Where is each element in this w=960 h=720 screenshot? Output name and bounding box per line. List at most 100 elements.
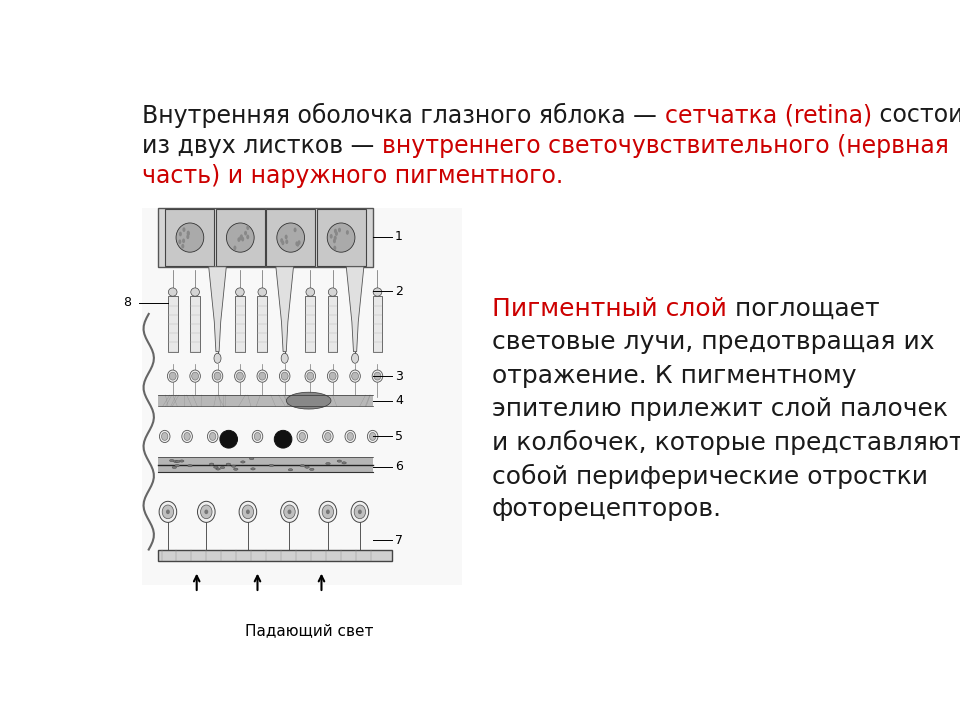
Bar — [168, 297, 178, 351]
Ellipse shape — [170, 459, 174, 462]
Text: Внутренняя оболочка глазного яблока —: Внутренняя оболочка глазного яблока — — [142, 103, 664, 128]
Bar — [158, 549, 392, 561]
Text: поглощает: поглощает — [727, 297, 879, 321]
Ellipse shape — [351, 354, 359, 364]
Ellipse shape — [269, 464, 274, 467]
Ellipse shape — [259, 372, 266, 380]
Bar — [158, 457, 372, 472]
Ellipse shape — [201, 505, 212, 518]
Ellipse shape — [281, 240, 284, 246]
Ellipse shape — [159, 431, 170, 443]
Ellipse shape — [254, 433, 261, 441]
Bar — [142, 208, 463, 585]
Ellipse shape — [182, 238, 185, 243]
Ellipse shape — [280, 238, 283, 243]
Ellipse shape — [233, 246, 236, 251]
Ellipse shape — [323, 431, 333, 443]
Ellipse shape — [172, 467, 177, 469]
Ellipse shape — [198, 501, 215, 523]
Ellipse shape — [214, 372, 221, 380]
Ellipse shape — [284, 505, 296, 518]
Ellipse shape — [342, 462, 347, 464]
Text: внутреннего светочувствительного (нервная: внутреннего светочувствительного (нервна… — [382, 133, 948, 158]
Text: 3: 3 — [396, 369, 403, 382]
Bar — [317, 210, 366, 266]
Ellipse shape — [246, 510, 250, 514]
Ellipse shape — [169, 372, 176, 380]
Ellipse shape — [349, 370, 360, 382]
Ellipse shape — [231, 465, 236, 467]
Ellipse shape — [327, 370, 338, 382]
Ellipse shape — [188, 464, 192, 467]
Ellipse shape — [275, 431, 292, 448]
Ellipse shape — [324, 433, 331, 441]
Ellipse shape — [167, 370, 178, 382]
Ellipse shape — [368, 431, 378, 443]
Ellipse shape — [334, 229, 337, 233]
Text: 6: 6 — [396, 460, 403, 473]
Text: отражение. К пигментному: отражение. К пигментному — [492, 364, 856, 387]
Ellipse shape — [179, 240, 181, 244]
Ellipse shape — [184, 433, 190, 441]
Bar — [190, 297, 200, 351]
Ellipse shape — [246, 235, 250, 239]
Text: Пигментный слой: Пигментный слой — [492, 297, 727, 321]
Ellipse shape — [209, 463, 214, 465]
Ellipse shape — [346, 230, 348, 235]
Ellipse shape — [241, 237, 244, 241]
Ellipse shape — [179, 232, 181, 236]
Ellipse shape — [176, 223, 204, 252]
Ellipse shape — [338, 228, 341, 233]
Ellipse shape — [345, 431, 355, 443]
Ellipse shape — [242, 505, 253, 518]
Ellipse shape — [192, 372, 199, 380]
Text: и колбочек, которые представляют: и колбочек, которые представляют — [492, 430, 960, 455]
Bar — [165, 210, 214, 266]
Bar — [305, 297, 315, 351]
Bar — [257, 297, 267, 351]
Ellipse shape — [288, 510, 292, 514]
Ellipse shape — [174, 460, 179, 463]
Ellipse shape — [176, 460, 180, 463]
Ellipse shape — [214, 466, 218, 468]
Ellipse shape — [244, 231, 247, 235]
Ellipse shape — [351, 501, 369, 523]
Ellipse shape — [305, 370, 316, 382]
Ellipse shape — [298, 240, 300, 245]
Ellipse shape — [216, 468, 220, 470]
Ellipse shape — [191, 288, 200, 296]
Text: из двух листков —: из двух листков — — [142, 133, 382, 158]
Ellipse shape — [286, 392, 331, 409]
Ellipse shape — [329, 234, 333, 238]
Text: световые лучи, предотвращая их: световые лучи, предотвращая их — [492, 330, 934, 354]
Ellipse shape — [181, 431, 192, 443]
Ellipse shape — [234, 370, 245, 382]
Ellipse shape — [233, 468, 238, 470]
Bar — [216, 210, 265, 266]
Ellipse shape — [333, 246, 336, 251]
Polygon shape — [347, 267, 364, 351]
Ellipse shape — [236, 372, 243, 380]
Text: часть) и наружного пигментного.: часть) и наружного пигментного. — [142, 164, 564, 188]
Text: 4: 4 — [396, 394, 403, 407]
Ellipse shape — [182, 228, 185, 232]
Ellipse shape — [209, 433, 216, 441]
Ellipse shape — [220, 467, 225, 469]
Ellipse shape — [251, 468, 255, 470]
Ellipse shape — [159, 501, 177, 523]
Ellipse shape — [323, 505, 333, 518]
Ellipse shape — [297, 431, 307, 443]
Ellipse shape — [300, 433, 305, 441]
Ellipse shape — [335, 231, 338, 236]
Ellipse shape — [227, 223, 254, 252]
Ellipse shape — [334, 235, 337, 240]
Text: фоторецепторов.: фоторецепторов. — [492, 497, 722, 521]
Ellipse shape — [237, 238, 240, 242]
Polygon shape — [276, 267, 294, 351]
Ellipse shape — [285, 239, 288, 244]
Ellipse shape — [333, 238, 336, 243]
Ellipse shape — [240, 234, 243, 239]
Text: 1: 1 — [396, 230, 403, 243]
Text: 7: 7 — [396, 534, 403, 546]
Ellipse shape — [373, 288, 382, 296]
